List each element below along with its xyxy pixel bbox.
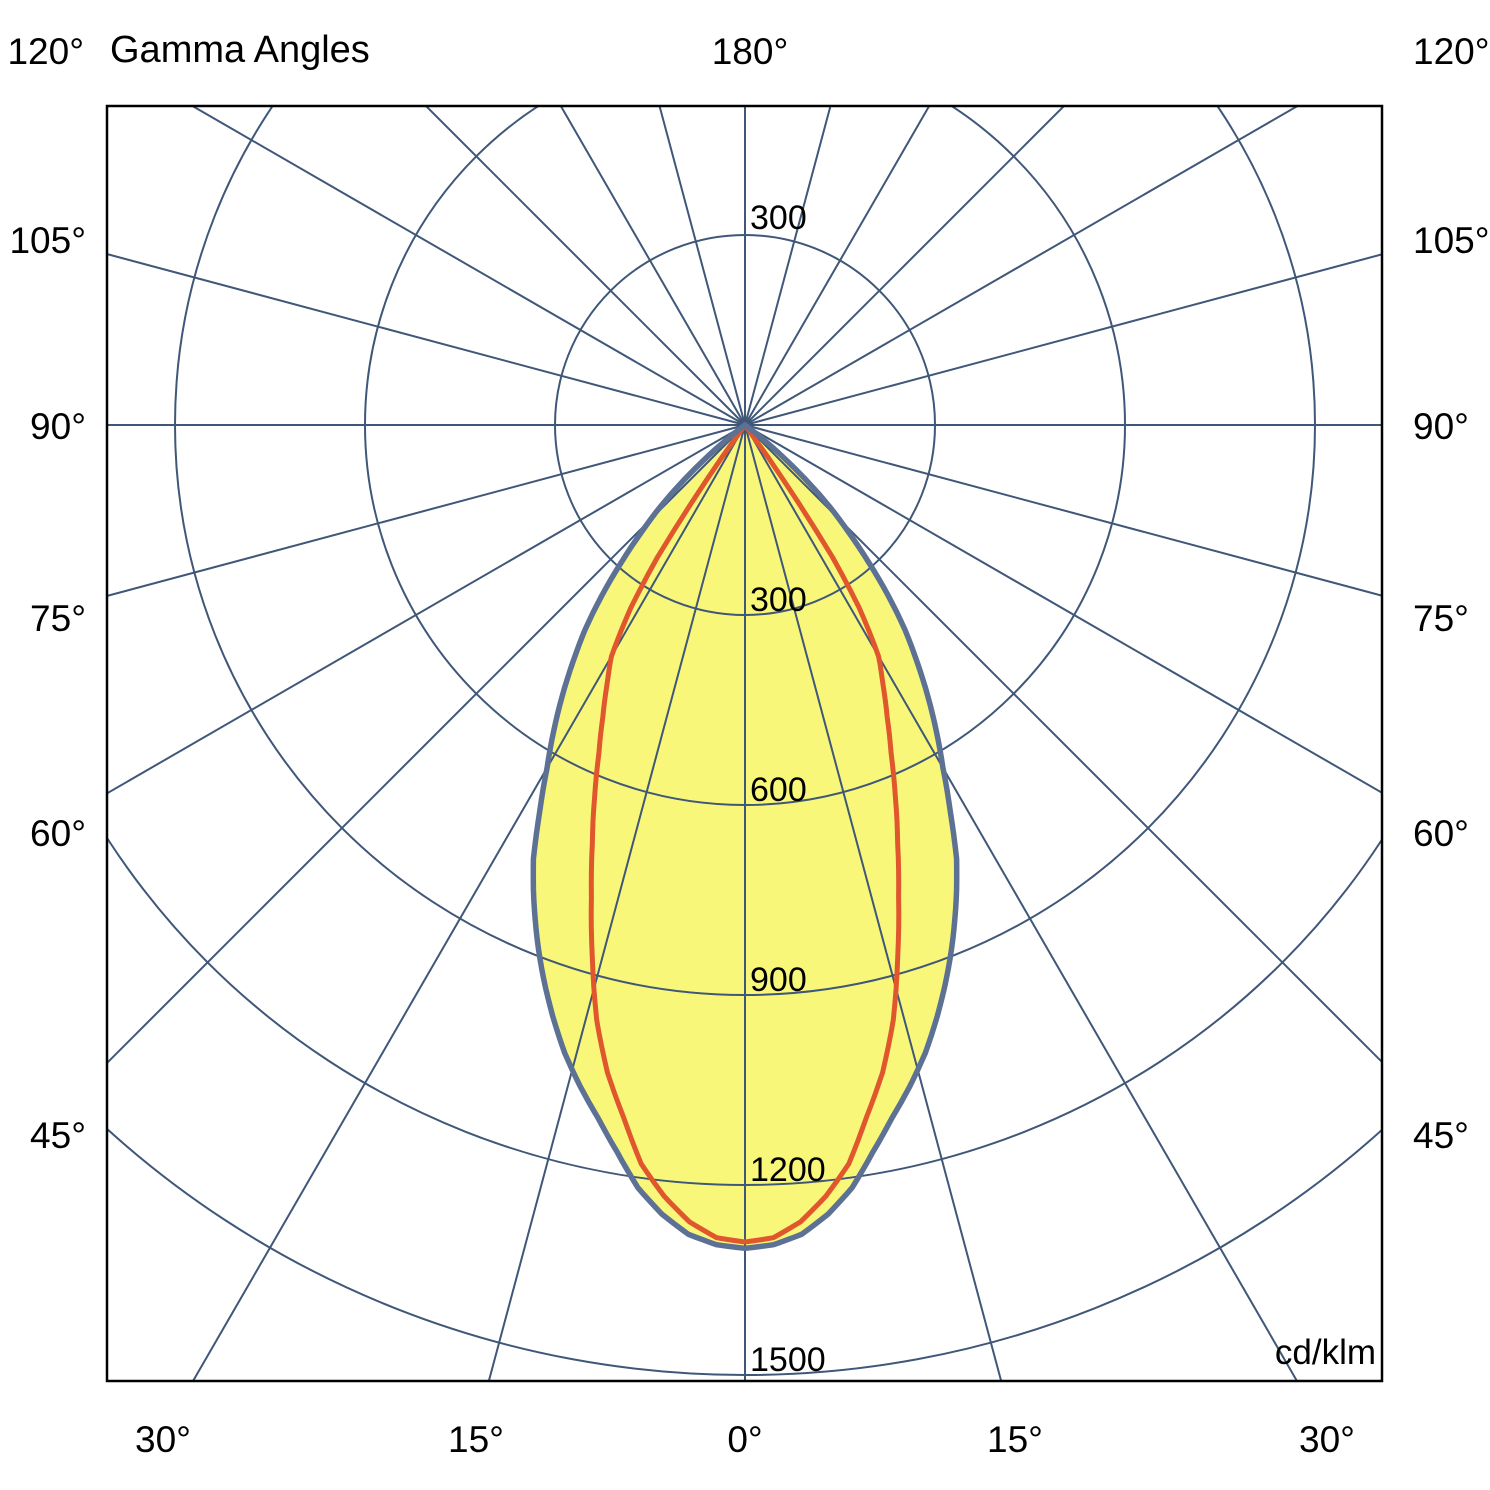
ring-label-600: 600	[750, 771, 807, 809]
grid-ray-315	[107, 424, 746, 1065]
angle-label-bottom-1: 15°	[448, 1419, 504, 1460]
unit-label: cd/klm	[1274, 1333, 1376, 1372]
angle-label-right-60: 60°	[1413, 813, 1469, 854]
grid-ray-255	[107, 253, 746, 426]
grid-ray-45	[744, 424, 1382, 1064]
angle-label-left-90: 90°	[30, 406, 86, 447]
grid-ray-240	[190, 106, 746, 426]
angle-label-bottom-4: 30°	[1299, 1419, 1355, 1460]
envelope-outline	[530, 422, 960, 1252]
inner-curve	[588, 422, 902, 1245]
angle-label-left-45: 45°	[30, 1115, 86, 1156]
grid-ray-120	[744, 106, 1300, 426]
grid-ray-135	[744, 106, 1066, 426]
ring-label-900: 900	[750, 961, 807, 999]
angle-label-left-75: 75°	[30, 598, 86, 639]
grid-ray-285	[107, 424, 746, 597]
angle-label-top-1: 180°	[712, 31, 789, 72]
ring-label-1200: 1200	[750, 1151, 826, 1189]
grid-ray-75	[744, 424, 1382, 597]
angle-label-left-60: 60°	[30, 813, 86, 854]
ring-label-1500: 1500	[750, 1341, 826, 1379]
grid-ray-195	[658, 106, 746, 426]
grid-ray-330	[191, 424, 746, 1381]
angle-label-right-75: 75°	[1413, 598, 1469, 639]
angle-label-right-45: 45°	[1413, 1115, 1469, 1156]
angle-label-left-105: 105°	[9, 220, 86, 261]
grid-ray-30	[744, 424, 1299, 1381]
grid-ray-210	[559, 106, 746, 426]
angle-label-bottom-2: 0°	[727, 1419, 762, 1460]
angle-label-top-2: 120°	[1413, 31, 1490, 72]
angle-label-bottom-0: 30°	[135, 1419, 191, 1460]
grid-ray-15	[744, 424, 1003, 1381]
angle-label-top-0: 120°	[7, 31, 84, 72]
angle-label-right-105: 105°	[1413, 220, 1490, 261]
grid-ray-165	[744, 106, 832, 426]
grid-ray-225	[424, 106, 746, 426]
plot-border	[105, 104, 1384, 1383]
grid-ray-60	[744, 424, 1382, 794]
ring-label-top-300: 300	[750, 199, 807, 237]
angle-label-bottom-3: 15°	[987, 1419, 1043, 1460]
grid-ray-345	[487, 424, 746, 1381]
grid-ray-105	[744, 253, 1382, 426]
ring-label-300: 300	[750, 581, 807, 619]
grid-ray-300	[107, 424, 746, 795]
chart-title: Gamma Angles	[110, 29, 370, 71]
grid-ray-150	[744, 106, 931, 426]
angle-label-right-90: 90°	[1413, 406, 1469, 447]
